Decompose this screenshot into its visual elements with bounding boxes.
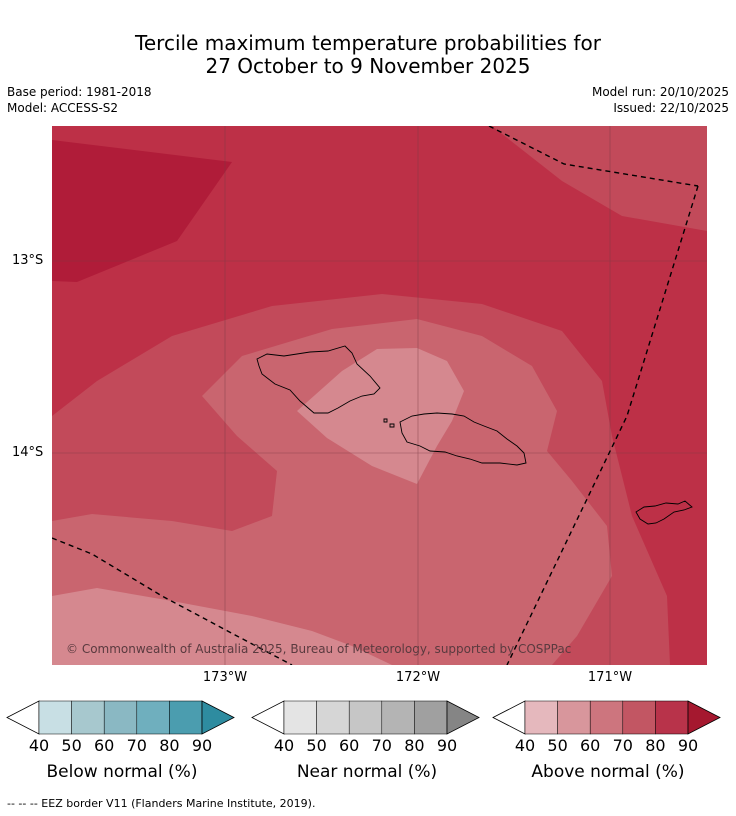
colorbar-tick-label: 70 <box>371 736 392 755</box>
colorbar-segment <box>524 700 558 735</box>
colorbar-high-extend <box>446 700 480 735</box>
eez-line-south <box>52 537 293 665</box>
lon-label-173w: 173°W <box>202 670 248 685</box>
colorbar-segment <box>103 700 138 735</box>
map-region-60-center <box>297 348 464 484</box>
tutuila-coast <box>635 500 693 525</box>
colorbar-tick-label: 80 <box>645 736 666 755</box>
colorbar-tick-label: 70 <box>612 736 633 755</box>
map-region-60-south <box>52 588 392 665</box>
coastlines <box>256 345 693 525</box>
colorbar-high-extend <box>201 700 235 735</box>
eez-border <box>52 126 699 665</box>
colorbar-above-normal <box>492 700 721 735</box>
colorbar-segment <box>38 700 72 735</box>
colorbar-tick-label: 40 <box>273 736 295 755</box>
model-run: Model run: 20/10/2025 <box>591 85 729 99</box>
colorbar-low-extend <box>6 700 40 735</box>
colorbar-tick-label: 50 <box>61 736 82 755</box>
copyright-notice: © Commonwealth of Australia 2025, Bureau… <box>66 642 571 656</box>
colorbar-below-normal <box>6 700 235 735</box>
colorbar-tick-label: 50 <box>547 736 568 755</box>
colorbar-tick-label: 40 <box>28 736 50 755</box>
colorbar-tick-label: 80 <box>404 736 425 755</box>
colorbar-segment <box>348 700 383 735</box>
colorbar-segment <box>316 700 350 735</box>
colorbar-segment <box>169 700 203 735</box>
colorbar-tick-label: 90 <box>677 736 699 755</box>
lat-label-14s: 14°S <box>12 445 44 460</box>
map-region-75-east <box>492 126 707 231</box>
colorbar-tick-label: 60 <box>339 736 360 755</box>
upolu-coast <box>399 412 527 466</box>
colorbar-segment <box>589 700 624 735</box>
legend-label-below-normal: Below normal (%) <box>46 762 198 782</box>
colorbar-tick-label: 60 <box>580 736 601 755</box>
map-region-70 <box>52 319 612 665</box>
apolima-islet <box>389 423 395 428</box>
map-title: Tercile maximum temperature probabilitie… <box>0 32 736 78</box>
colorbar-segment <box>557 700 591 735</box>
title-line-2: 27 October to 9 November 2025 <box>205 54 531 78</box>
model-name: Model: ACCESS-S2 <box>7 101 119 115</box>
colorbar-segment <box>622 700 656 735</box>
colorbar-segment <box>655 700 689 735</box>
legend-label-near-normal: Near normal (%) <box>296 762 438 782</box>
eez-line-north <box>488 126 699 187</box>
colorbar-tick-label: 70 <box>126 736 147 755</box>
graticule <box>52 126 707 665</box>
colorbar-segment <box>381 700 415 735</box>
legend-label-above-normal: Above normal (%) <box>531 762 685 782</box>
colorbar-tick-label: 50 <box>306 736 327 755</box>
colorbar-tick-label: 90 <box>191 736 213 755</box>
colorbar-tick-label: 60 <box>94 736 115 755</box>
base-period: Base period: 1981-2018 <box>7 85 152 99</box>
savaii-coast <box>256 345 381 414</box>
eez-line-east <box>506 185 699 665</box>
colorbar-low-extend <box>492 700 526 735</box>
colorbar-tick-label: 40 <box>514 736 536 755</box>
lon-label-172w: 172°W <box>395 670 441 685</box>
lon-label-171w: 171°W <box>587 670 633 685</box>
probability-map: © Commonwealth of Australia 2025, Bureau… <box>52 126 707 665</box>
colorbar-high-extend <box>687 700 721 735</box>
colorbar-near-normal <box>251 700 480 735</box>
colorbar-segment <box>71 700 105 735</box>
meta-right: Model run: 20/10/2025 Issued: 22/10/2025 <box>592 84 729 116</box>
colorbar-tick-label: 90 <box>436 736 458 755</box>
eez-footer-note: -- -- -- EEZ border V11 (Flanders Marine… <box>7 797 316 810</box>
colorbar-low-extend <box>251 700 285 735</box>
issued-date: Issued: 22/10/2025 <box>613 101 729 115</box>
map-region-90 <box>52 140 232 282</box>
manono-islet <box>383 418 388 423</box>
title-line-1: Tercile maximum temperature probabilitie… <box>135 31 601 55</box>
colorbar-tick-label: 80 <box>159 736 180 755</box>
colorbar-segment <box>414 700 448 735</box>
lat-label-13s: 13°S <box>12 253 44 268</box>
meta-left: Base period: 1981-2018 Model: ACCESS-S2 <box>7 84 152 116</box>
colorbar-segment <box>283 700 317 735</box>
colorbar-segment <box>136 700 170 735</box>
